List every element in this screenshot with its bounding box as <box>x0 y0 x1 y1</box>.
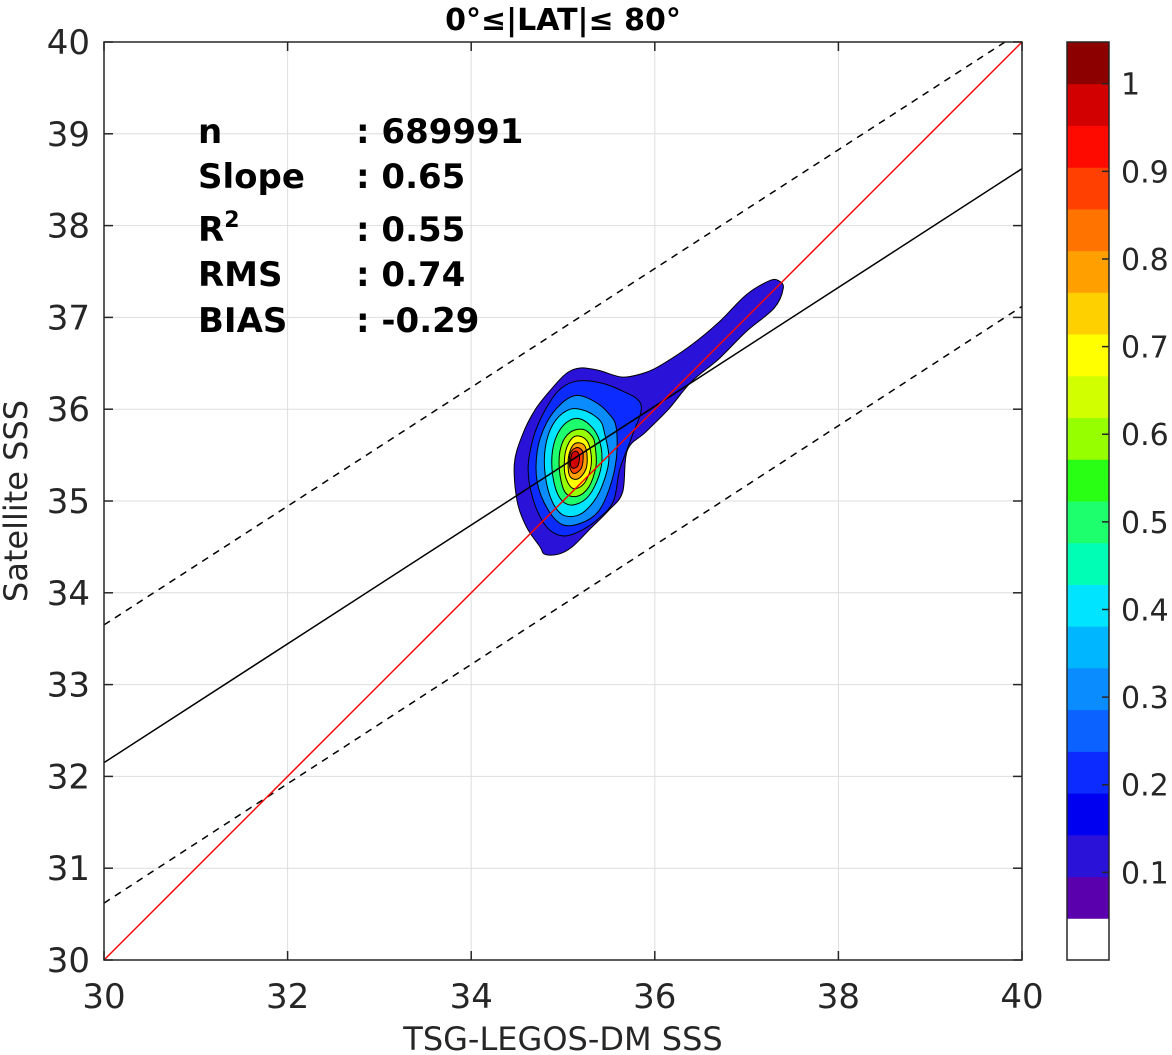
stat-label-0: n <box>198 112 222 152</box>
colorbar: 0.1 0.2 0.3 0.4 0.5 0.6 0.7 0.8 0.9 1 <box>1066 41 1169 961</box>
lower-bound-dashed-line <box>104 305 1022 904</box>
colorbar-band-18 <box>1067 167 1109 210</box>
colorbar-tick-label-9: 1 <box>1121 68 1140 103</box>
y-axis-label: Satellite SSS <box>0 400 35 602</box>
axis-ticks <box>103 41 1023 961</box>
one-to-one-line <box>104 42 1022 960</box>
colorbar-band-15 <box>1067 292 1109 335</box>
y-tick-label-5: 35 <box>47 482 90 522</box>
colorbar-band-4 <box>1067 751 1109 794</box>
stat-label-3: RMS <box>198 255 283 295</box>
upper-bound-dashed-line <box>104 42 1007 626</box>
colorbar-band-20 <box>1067 83 1109 126</box>
colorbar-band-16 <box>1067 250 1109 293</box>
colorbar-tick-label-2: 0.3 <box>1121 681 1169 716</box>
stat-value-4: : -0.29 <box>356 301 479 341</box>
y-tick-labels: 30 31 32 33 34 35 36 37 38 39 40 <box>47 23 90 981</box>
stat-label-4: BIAS <box>198 301 287 341</box>
stat-label-1: Slope <box>198 157 305 197</box>
colorbar-band-8 <box>1067 584 1109 627</box>
stat-value-0: : 689991 <box>356 112 523 152</box>
y-tick-label-2: 32 <box>47 757 90 797</box>
colorbar-tick-label-6: 0.7 <box>1121 331 1169 366</box>
y-tick-label-8: 38 <box>47 207 90 247</box>
y-tick-label-7: 37 <box>47 298 90 338</box>
colorbar-tick-label-8: 0.9 <box>1121 155 1169 190</box>
colorbar-band-1 <box>1067 876 1109 919</box>
grid-lines <box>103 41 1023 961</box>
y-tick-label-4: 34 <box>47 574 90 614</box>
colorbar-tick-label-3: 0.4 <box>1121 593 1169 628</box>
x-tick-label-1: 32 <box>266 977 309 1017</box>
colorbar-band-6 <box>1067 667 1109 711</box>
x-tick-label-5: 40 <box>1000 977 1043 1017</box>
colorbar-tick-label-7: 0.8 <box>1121 243 1169 278</box>
colorbar-band-2 <box>1067 834 1109 878</box>
stat-value-1: : 0.65 <box>356 157 465 197</box>
stat-superscript-2: 2 <box>224 208 239 233</box>
colorbar-band-0 <box>1067 918 1109 961</box>
colorbar-band-3 <box>1067 793 1109 836</box>
colorbar-band-12 <box>1067 417 1109 460</box>
colorbar-band-7 <box>1067 626 1109 669</box>
stat-value-2: : 0.55 <box>356 210 465 250</box>
x-tick-labels: 30 32 34 36 38 40 <box>82 977 1043 1017</box>
y-tick-label-6: 36 <box>47 390 90 430</box>
x-tick-label-4: 38 <box>817 977 860 1017</box>
regression-fit-line <box>104 168 1022 764</box>
colorbar-band-17 <box>1067 208 1109 252</box>
colorbar-band-11 <box>1067 459 1109 502</box>
x-axis-label: TSG-LEGOS-DM SSS <box>402 1020 722 1055</box>
colorbar-tick-label-1: 0.2 <box>1121 769 1169 804</box>
x-tick-label-2: 34 <box>450 977 493 1017</box>
chart-title: 0°≤|LAT|≤ 80° <box>445 3 681 38</box>
colorbar-band-14 <box>1067 334 1109 377</box>
colorbar-band-21 <box>1067 42 1109 85</box>
colorbar-band-9 <box>1067 542 1109 585</box>
stat-value-3: : 0.74 <box>356 255 465 295</box>
y-tick-label-0: 30 <box>47 941 90 981</box>
colorbar-frame <box>1066 41 1110 961</box>
colorbar-tick-label-0: 0.1 <box>1121 856 1169 891</box>
colorbar-tick-label-5: 0.6 <box>1121 418 1169 453</box>
x-tick-label-3: 36 <box>633 977 676 1017</box>
y-tick-label-9: 39 <box>47 115 90 155</box>
colorbar-band-5 <box>1067 709 1109 752</box>
y-tick-label-3: 33 <box>47 666 90 706</box>
reference-lines <box>104 42 1022 960</box>
colorbar-band-19 <box>1067 125 1109 168</box>
x-tick-label-0: 30 <box>82 977 125 1017</box>
contour-level-9 <box>569 450 581 469</box>
colorbar-band-13 <box>1067 375 1109 419</box>
y-tick-label-1: 31 <box>47 849 90 889</box>
colorbar-tick-label-4: 0.5 <box>1121 506 1169 541</box>
y-tick-label-10: 40 <box>47 23 90 63</box>
